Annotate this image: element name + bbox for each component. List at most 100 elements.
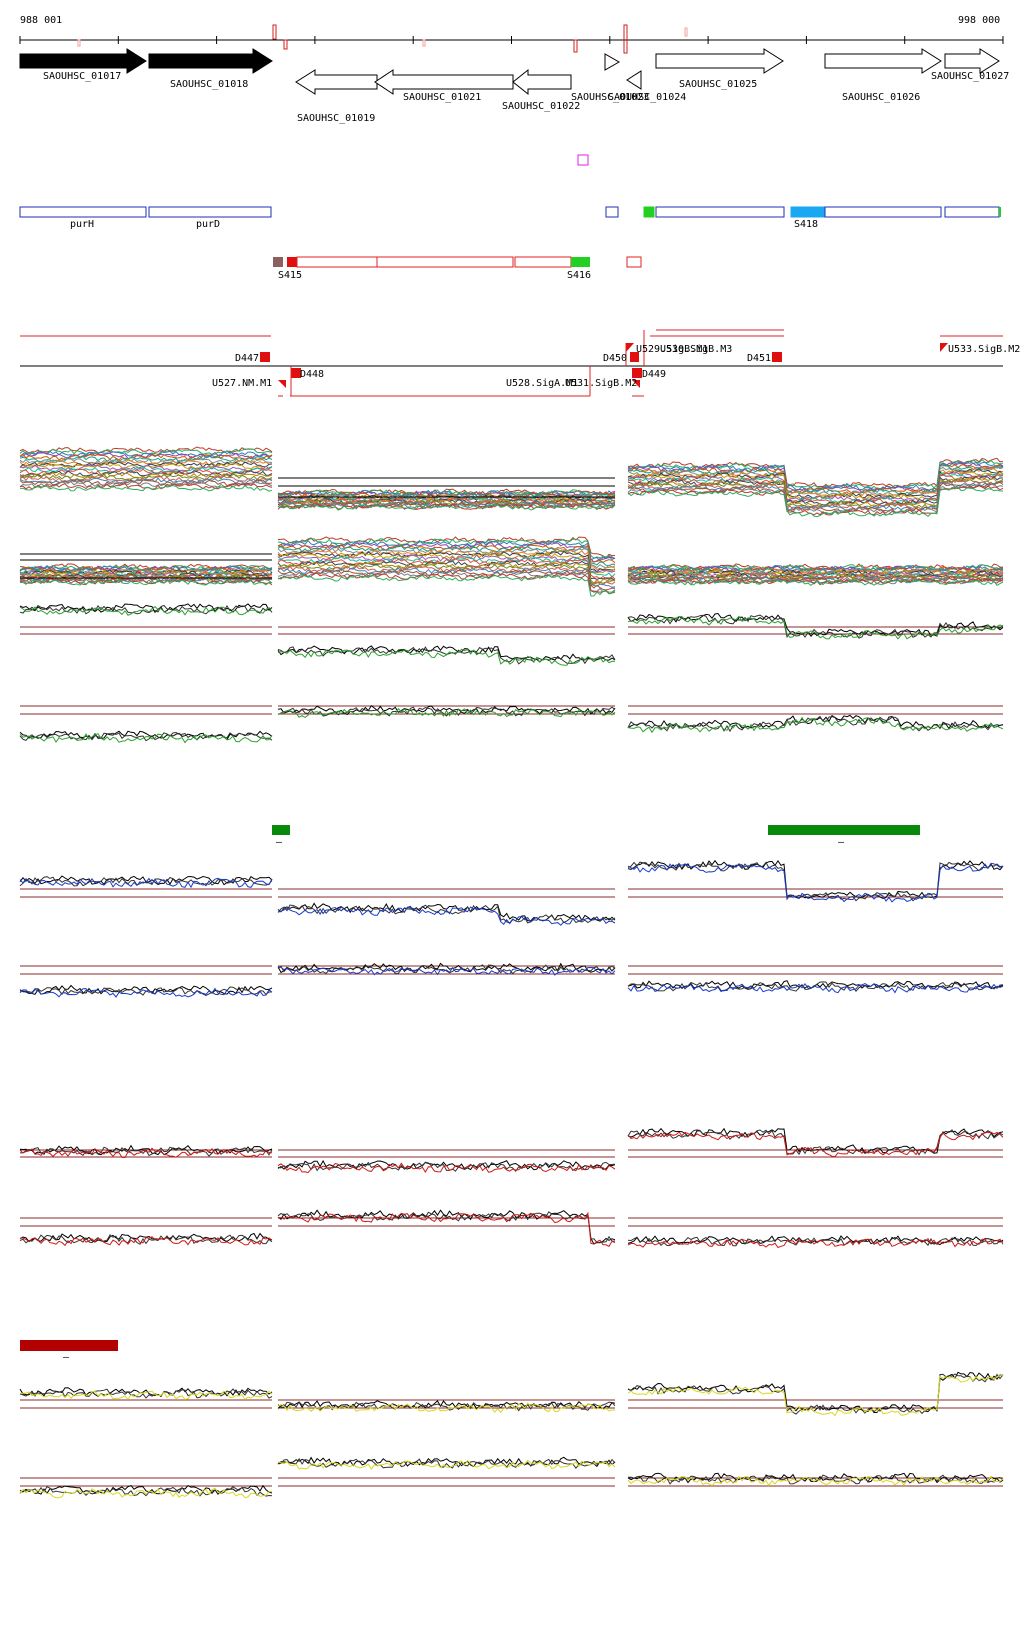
gene-arrow-01024[interactable] — [626, 70, 642, 90]
gene-label: SAOUHSC_01021 — [403, 92, 481, 103]
operon-track: S415 S416 — [273, 256, 642, 281]
condition-line — [627, 715, 1004, 733]
sample-line — [19, 475, 273, 483]
sample-line — [277, 502, 616, 510]
sample-line — [627, 468, 1004, 500]
condition-line — [627, 982, 1004, 994]
condition-line — [277, 1211, 615, 1244]
sample-line — [277, 561, 616, 584]
highlight-bar-green[interactable] — [768, 825, 920, 835]
condition-line — [277, 648, 616, 666]
segment-label: U528.SigA.M1 — [506, 378, 578, 389]
gene-arrow-01019[interactable] — [295, 69, 378, 95]
segment-label: D448 — [300, 369, 324, 380]
feature-box[interactable] — [824, 206, 942, 218]
gene-label: SAOUHSC_01017 — [43, 71, 121, 82]
condition-line — [277, 1211, 616, 1247]
motif-marker[interactable] — [577, 154, 589, 166]
sample-line — [627, 462, 1004, 493]
gene-arrow-01018[interactable] — [148, 48, 273, 74]
sample-line — [277, 550, 616, 573]
operon-box[interactable] — [626, 256, 642, 268]
sample-line — [277, 574, 616, 597]
feature-box[interactable] — [944, 206, 1000, 218]
sample-line — [277, 554, 616, 573]
condition-track — [19, 603, 1004, 666]
feature-box[interactable] — [655, 206, 785, 218]
sample-line — [627, 572, 1004, 581]
feature-box[interactable] — [605, 206, 619, 218]
feature-track: purH purD S418 — [19, 206, 1001, 230]
condition-highlights: – – – — [20, 825, 920, 1363]
sample-line — [627, 465, 1004, 497]
sample-line — [627, 576, 1004, 585]
expression-tracks — [19, 446, 1004, 1499]
sample-line — [277, 539, 616, 562]
condition-line — [19, 733, 273, 744]
segment-label: U533.SigB.M2 — [948, 344, 1020, 355]
segment-track: D447 D450 D451 U533.SigB.M2 U529.SigB.M1… — [20, 329, 1020, 397]
condition-line — [627, 862, 1004, 903]
condition-line — [627, 1129, 1004, 1156]
condition-line — [627, 1236, 1004, 1247]
condition-line — [277, 707, 616, 718]
gene-arrow-01023[interactable] — [604, 53, 621, 71]
condition-line — [19, 987, 273, 998]
sample-line — [20, 466, 273, 474]
condition-line — [277, 962, 616, 974]
gene-label: SAOUHSC_01018 — [170, 79, 248, 90]
sample-line — [627, 567, 1004, 576]
condition-line — [627, 1375, 1004, 1417]
feature-box-purD[interactable] — [148, 206, 272, 218]
segment-label: D450 — [603, 353, 627, 364]
ruler-start-label: 988 001 — [20, 15, 62, 26]
gene-arrow-01027[interactable] — [944, 48, 1000, 74]
feature-box-green[interactable] — [643, 206, 655, 218]
condition-line — [277, 645, 616, 663]
operon-box[interactable] — [376, 256, 514, 268]
highlight-bar-green[interactable] — [272, 825, 290, 835]
gene-arrow-01021[interactable] — [374, 69, 514, 95]
condition-line — [277, 1400, 616, 1410]
condition-line — [277, 966, 616, 976]
sample-line — [627, 472, 1004, 504]
gene-arrow-01026[interactable] — [824, 48, 942, 74]
condition-line — [19, 1147, 273, 1159]
condition-line — [277, 1401, 616, 1412]
feature-box-purH[interactable] — [19, 206, 147, 218]
sample-line — [19, 567, 273, 576]
condition-line — [19, 877, 273, 889]
sample-line — [627, 484, 1004, 516]
sample-line — [627, 566, 1004, 574]
condition-line — [627, 1474, 1004, 1485]
condition-line — [277, 964, 616, 975]
gene-arrow-01017[interactable] — [19, 48, 147, 74]
condition-line — [277, 706, 616, 717]
condition-line — [627, 614, 1004, 639]
sample-line — [628, 576, 1004, 584]
condition-line — [277, 904, 616, 924]
segment-label: D447 — [235, 353, 259, 364]
operon-box[interactable] — [296, 256, 378, 268]
gene-arrow-01025[interactable] — [655, 48, 784, 74]
condition-line — [19, 1236, 273, 1247]
gene-track: SAOUHSC_01017 SAOUHSC_01018 SAOUHSC_0101… — [19, 48, 1009, 124]
gene-arrow-01022[interactable] — [512, 68, 572, 96]
feature-box-cyan[interactable] — [790, 206, 826, 218]
segment-label: D451 — [747, 353, 771, 364]
condition-track — [19, 859, 1004, 926]
gene-label: SAOUHSC_01024 — [608, 92, 686, 103]
condition-track — [19, 1371, 1004, 1417]
condition-line — [627, 859, 1004, 900]
condition-line — [19, 1388, 273, 1399]
sample-line — [627, 475, 1004, 507]
condition-line — [19, 1486, 273, 1497]
sample-line — [19, 576, 273, 584]
feature-label: purD — [196, 219, 220, 230]
operon-box[interactable] — [514, 256, 572, 268]
condition-line — [627, 1475, 1004, 1487]
segment-label: U529.SigB.M1 — [636, 344, 708, 355]
condition-line — [627, 861, 1004, 902]
ruler-marks — [77, 24, 688, 54]
highlight-bar-red[interactable] — [20, 1340, 118, 1351]
